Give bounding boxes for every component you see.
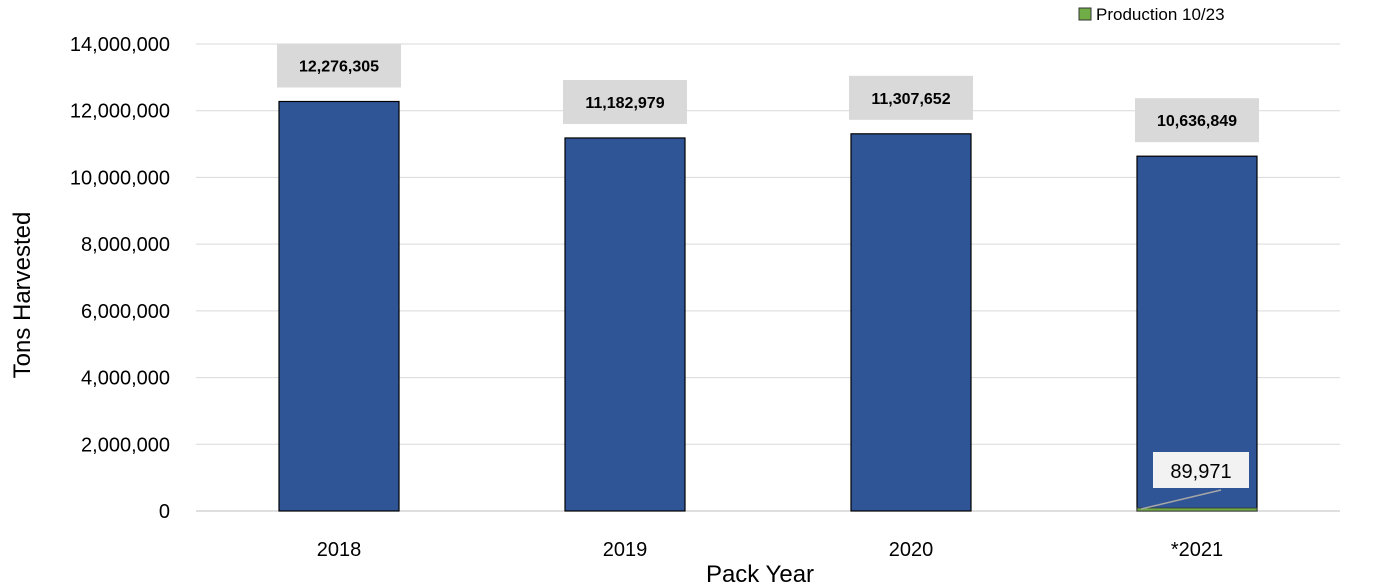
y-tick-label: 14,000,000 bbox=[70, 34, 170, 56]
bar bbox=[850, 133, 972, 512]
y-axis-ticks: 0 2,000,000 4,000,000 6,000,000 8,000,000 10,… bbox=[70, 34, 170, 523]
legend-label: Production 10/23 bbox=[1096, 5, 1225, 24]
bar bbox=[564, 137, 686, 512]
bar bbox=[1136, 155, 1258, 512]
y-tick-label: 12,000,000 bbox=[70, 101, 170, 123]
x-tick-label: 2020 bbox=[889, 539, 934, 561]
y-tick-label: 0 bbox=[159, 501, 170, 523]
x-tick-label: *2021 bbox=[1171, 539, 1223, 561]
data-labels: 12,276,305 11,182,979 11,307,652 10,636,849… bbox=[277, 43, 1259, 510]
production-bar bbox=[1136, 507, 1258, 512]
data-label-box bbox=[849, 75, 973, 120]
bars bbox=[278, 100, 1258, 512]
y-tick-label: 8,000,000 bbox=[81, 234, 170, 256]
x-tick-label: 2018 bbox=[317, 539, 362, 561]
legend: Production 10/23 bbox=[1078, 5, 1225, 24]
bar bbox=[278, 100, 400, 512]
data-label: 11,182,979 bbox=[585, 95, 664, 112]
data-label-box bbox=[563, 79, 687, 124]
data-label: 11,307,652 bbox=[871, 91, 950, 108]
data-label-box bbox=[1135, 98, 1259, 143]
y-tick-label: 6,000,000 bbox=[81, 301, 170, 323]
data-label: 10,636,849 bbox=[1157, 113, 1237, 130]
x-tick-label: 2019 bbox=[603, 539, 648, 561]
data-label: 12,276,305 bbox=[299, 58, 379, 75]
callout-leader bbox=[1140, 489, 1222, 510]
x-axis-ticks: 2018 2019 2020 *2021 bbox=[317, 539, 1223, 561]
data-label-box bbox=[277, 43, 401, 88]
y-axis-title: Tons Harvested bbox=[9, 212, 36, 379]
x-axis-title: Pack Year bbox=[706, 561, 814, 586]
y-tick-label: 4,000,000 bbox=[81, 368, 170, 390]
callout-label: 89,971 bbox=[1170, 461, 1231, 483]
legend-swatch bbox=[1078, 7, 1092, 21]
y-tick-label: 10,000,000 bbox=[70, 167, 170, 189]
y-tick-label: 2,000,000 bbox=[81, 434, 170, 456]
callout-box bbox=[1153, 452, 1249, 488]
